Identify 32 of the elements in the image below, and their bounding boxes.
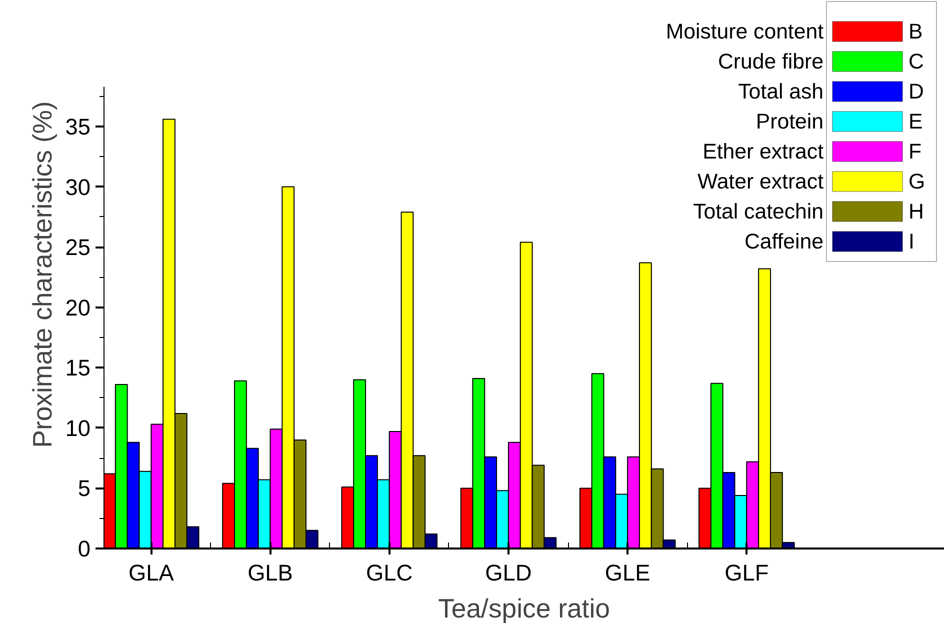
legend-label: Total ash — [738, 80, 824, 104]
x-tick-label: GLC — [366, 560, 413, 586]
y-tick-label: 10 — [65, 414, 90, 441]
y-tick-label: 15 — [65, 354, 90, 381]
legend-label: Caffeine — [744, 230, 824, 254]
text: F — [908, 140, 922, 164]
x-tick-label: GLA — [128, 560, 175, 586]
text: H — [908, 200, 924, 224]
y-axis-title: Proximate characteristics (%) — [27, 101, 58, 448]
x-tick-label: GLB — [248, 560, 293, 586]
x-tick-label: GLD — [485, 560, 532, 586]
text: D — [908, 80, 924, 104]
text: E — [908, 110, 923, 134]
text: B — [908, 20, 923, 44]
legend-label: Ether extract — [702, 140, 824, 164]
legend-label: Total catechin — [693, 200, 824, 224]
x-tick-label: GLF — [724, 560, 769, 586]
legend-label: Crude fibre — [718, 50, 824, 74]
y-tick-label: 30 — [65, 174, 90, 200]
text: C — [908, 50, 924, 74]
x-axis-title: Tea/spice ratio — [438, 594, 610, 624]
text: I — [908, 230, 914, 254]
y-tick-label: 35 — [65, 114, 90, 140]
y-tick-label: 25 — [65, 234, 90, 260]
x-tick-label: GLE — [604, 560, 650, 586]
legend-label: Moisture content — [666, 20, 824, 44]
y-tick-label: 0 — [78, 536, 91, 562]
y-tick-label: 20 — [65, 294, 90, 320]
legend-label: Protein — [756, 110, 824, 134]
text: G — [908, 170, 926, 194]
legend-label: Water extract — [697, 170, 824, 194]
y-tick-label: 5 — [78, 475, 91, 502]
